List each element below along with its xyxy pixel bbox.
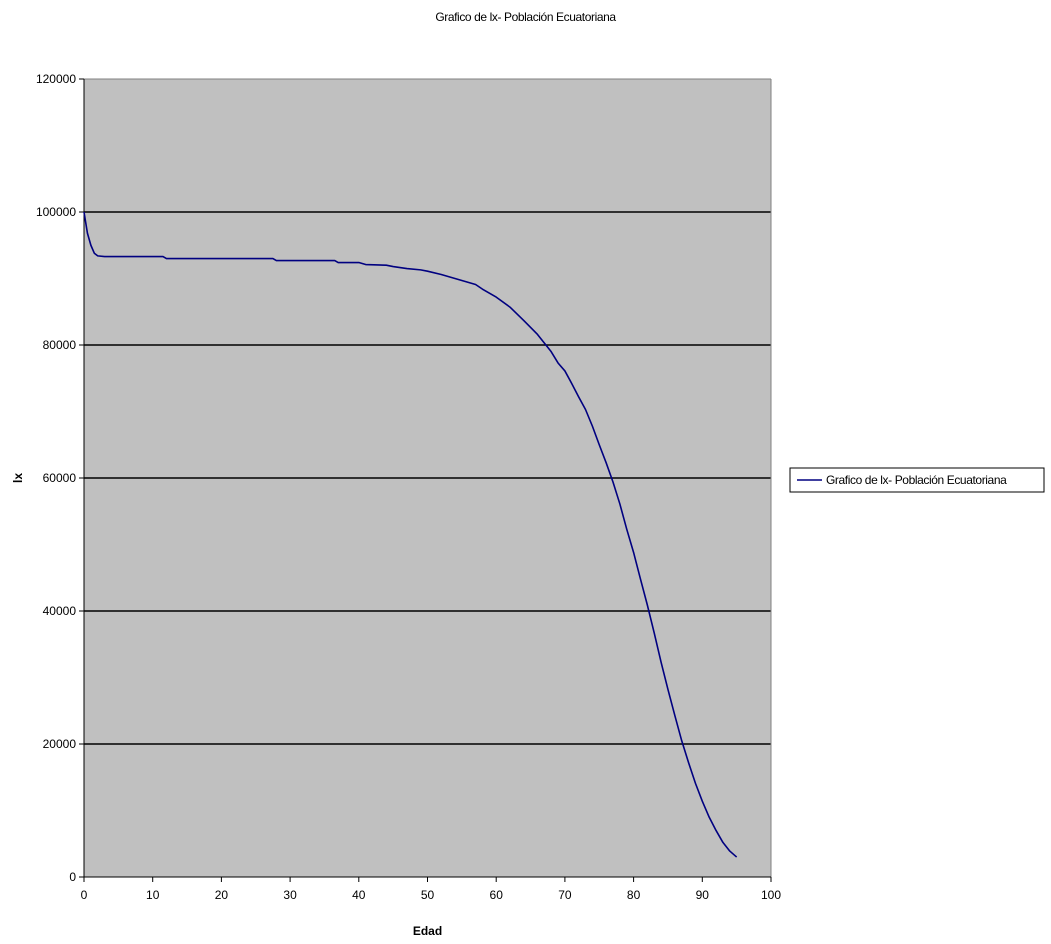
y-tick-label: 80000	[43, 338, 77, 352]
series-line	[83, 211, 738, 858]
x-tick-label: 90	[696, 888, 710, 902]
x-tick-label: 20	[215, 888, 229, 902]
axes	[79, 78, 772, 882]
legend-box	[789, 467, 1045, 493]
y-tick-label: 40000	[43, 604, 77, 618]
x-tick-label: 100	[761, 888, 781, 902]
chart-title: Grafico de lx- Población Ecuatoriana	[435, 10, 616, 24]
series-layer	[83, 211, 738, 858]
y-tick-label: 20000	[43, 737, 77, 751]
x-tick-label: 0	[81, 888, 88, 902]
y-tick-label: 100000	[36, 205, 76, 219]
y-axis-title: lx	[11, 473, 25, 483]
legend: Grafico de lx- Población Ecuatoriana	[789, 467, 1045, 493]
x-axis-title: Edad	[413, 924, 442, 938]
x-tick-label: 70	[558, 888, 572, 902]
y-tick-label: 0	[69, 870, 76, 884]
gridlines	[84, 211, 771, 745]
x-tick-label: 30	[283, 888, 297, 902]
tick-labels: 0 20000 40000 60000 80000 100000 120000 0 10 20 30…	[36, 72, 781, 902]
x-tick-label: 50	[421, 888, 435, 902]
x-tick-label: 60	[490, 888, 504, 902]
y-tick-label: 120000	[36, 72, 76, 86]
y-tick-label: 60000	[43, 471, 77, 485]
x-tick-label: 80	[627, 888, 641, 902]
x-tick-label: 40	[352, 888, 366, 902]
x-tick-label: 10	[146, 888, 160, 902]
legend-label: Grafico de lx- Población Ecuatoriana	[826, 473, 1007, 487]
